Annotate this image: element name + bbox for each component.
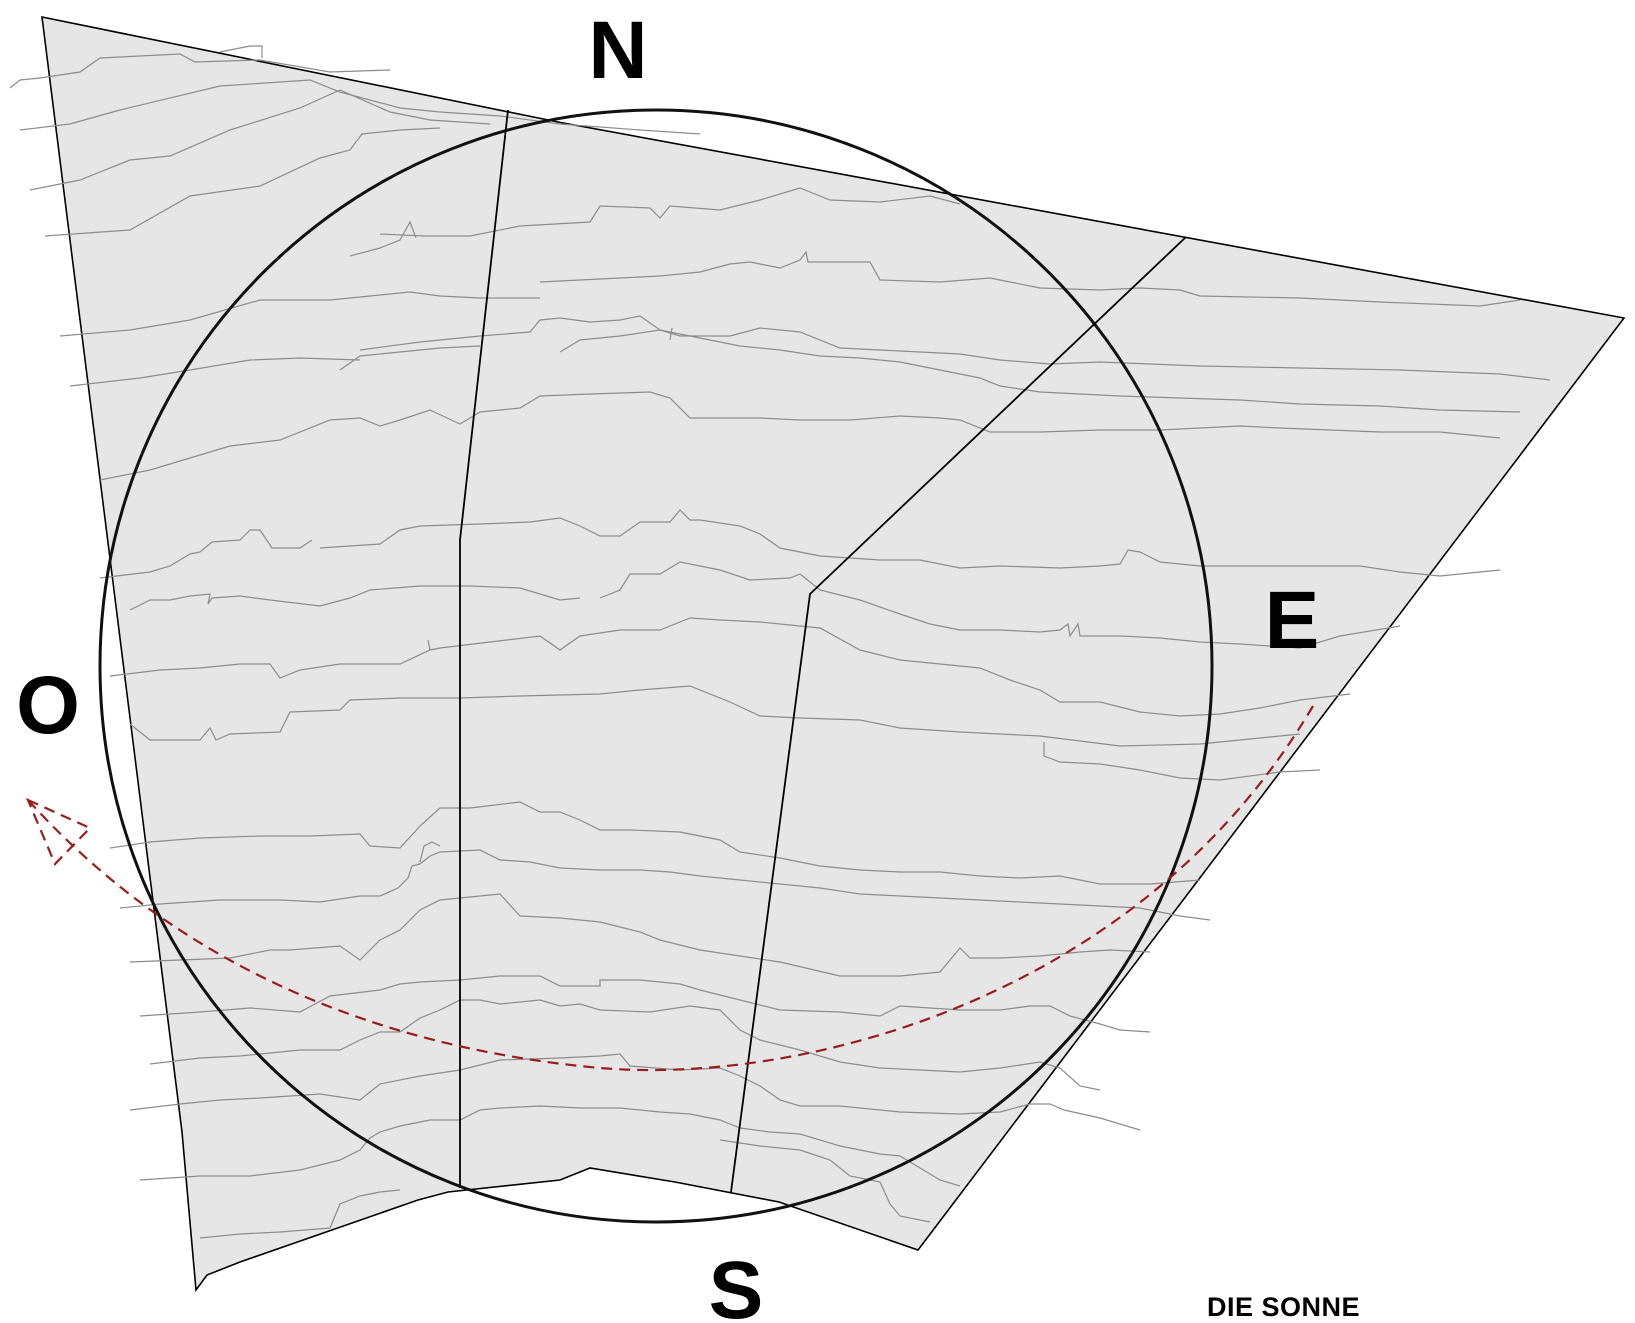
contour-line [669,327,673,341]
contour-line [29,89,491,191]
contour-line [139,975,1151,1033]
contour-line [119,849,1211,921]
contour-line [149,999,1101,1091]
contour-line [339,345,481,371]
contour-line [99,391,1501,481]
direction-label-west: O [16,660,80,751]
contour-line [139,1105,961,1187]
contour-line [1043,742,1321,781]
compass-circle [98,108,1214,1224]
contour-line [349,220,417,257]
contour-line [427,639,431,651]
direction-label-east: E [1265,575,1320,666]
contour-line [19,79,701,135]
land-parcel [41,15,1626,1293]
internal-boundary-east [730,236,1187,1193]
internal-boundary-west [459,109,509,1188]
contour-line [129,585,581,611]
contour-line [719,1139,931,1223]
contour-line [69,357,361,387]
contour-line [539,250,1521,307]
contour-line [199,1189,401,1239]
contour-line [109,617,1351,717]
contour-line [359,315,1551,381]
dashed-arc-arrow-icon [25,797,92,866]
contour-line [319,509,1501,577]
contour-line [129,685,1301,747]
contour-line [99,529,313,579]
contour-line [419,841,441,863]
sun-path-arc [27,705,1314,1072]
contour-line [129,893,1151,977]
contour-line [9,53,391,89]
contour-line [559,329,1521,413]
contour-line [599,561,1401,649]
direction-label-south: S [709,1245,764,1321]
contour-line [109,801,1201,885]
direction-label-north: N [588,5,647,96]
contour-line [59,291,540,337]
contour-line [44,127,441,237]
caption-label: DIE SONNE [1207,1292,1361,1322]
contour-line [219,45,263,58]
